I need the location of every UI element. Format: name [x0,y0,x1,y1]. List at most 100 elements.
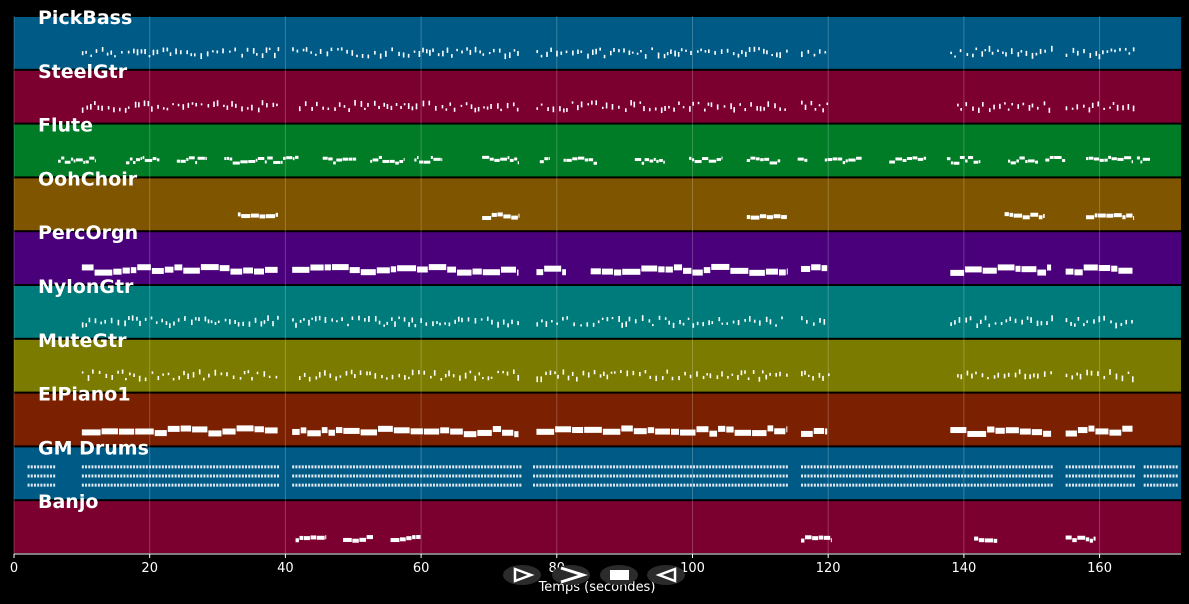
note [111,374,113,380]
tick-label: 0 [10,561,18,576]
note [200,483,203,487]
note [1093,536,1096,541]
note [484,474,487,478]
note [778,269,786,276]
note [1103,315,1105,321]
note [283,156,286,160]
note [463,431,477,438]
note [415,103,418,110]
note [638,474,641,478]
note [292,483,295,487]
note [1047,474,1050,478]
note [856,156,862,160]
note [151,371,154,374]
note [1172,465,1175,469]
note [432,48,434,52]
note [207,104,210,108]
note [566,158,572,162]
note [181,465,184,469]
note [347,323,349,327]
note [308,465,311,469]
note [484,483,487,487]
note [562,369,565,375]
note [1156,483,1159,487]
note [773,474,776,478]
note [609,50,612,56]
note [964,483,967,487]
note [760,474,763,478]
note [349,465,352,469]
note [1116,474,1119,478]
note [165,465,168,469]
note [457,316,460,322]
note [967,474,970,478]
note [432,321,434,327]
forward-button[interactable] [552,565,590,585]
note [191,102,194,105]
note [156,49,159,55]
note [193,465,196,469]
note [618,316,620,322]
note [801,538,805,543]
note [511,215,518,220]
note [248,474,251,478]
note [991,51,994,55]
note [490,376,493,379]
note [858,465,861,469]
note [890,483,893,487]
note [206,483,209,487]
note [1088,474,1091,478]
note [705,465,708,469]
note [694,160,702,164]
note [487,483,490,487]
note [348,157,353,161]
note [402,52,405,58]
note [733,107,735,113]
note [842,474,845,478]
note [651,465,654,469]
note [881,465,884,469]
note [242,321,245,327]
note [750,465,753,469]
note [1054,156,1062,160]
note [369,371,371,376]
note [744,318,746,322]
stop-button[interactable] [600,565,638,585]
note [333,465,336,469]
note [222,474,225,478]
note [925,483,928,487]
note [320,483,323,487]
note [177,103,180,107]
note-marks [27,45,1178,543]
note [804,370,806,375]
note [593,465,596,469]
note [474,465,477,469]
play-button[interactable] [503,565,541,585]
note [666,52,669,56]
note [954,320,956,325]
note [193,53,196,57]
note [256,371,259,375]
note [452,374,455,378]
note [273,474,276,478]
note [970,465,973,469]
note [356,474,359,478]
note [139,320,141,327]
note [386,103,389,110]
note [976,323,979,329]
note [673,465,676,469]
note [581,483,584,487]
rewind-button[interactable] [647,565,685,585]
note [1015,474,1018,478]
note [739,103,741,106]
note [474,483,477,487]
note [804,474,807,478]
note [413,474,416,478]
note [214,369,217,376]
note [765,268,778,275]
note [177,318,180,322]
note [152,157,157,161]
note [324,370,326,376]
note [568,474,571,478]
note [142,465,145,469]
